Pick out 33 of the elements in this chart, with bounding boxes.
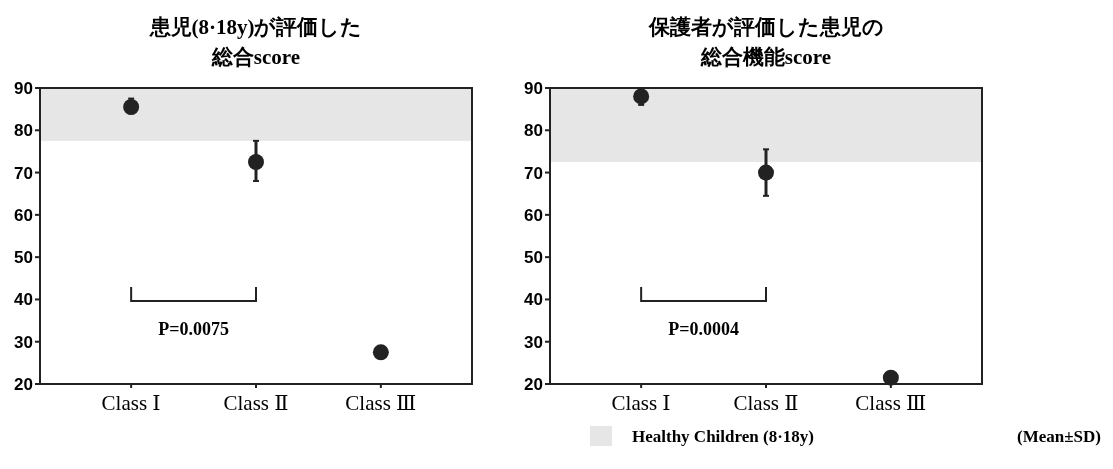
y-tick-label: 50	[524, 248, 543, 268]
x-tick-label: Class Ⅱ	[733, 391, 799, 415]
y-tick-label: 60	[14, 205, 33, 225]
y-tick-label: 90	[14, 78, 33, 98]
text: (Mean±SD)	[1017, 427, 1101, 446]
chart-title: 保護者が評価した患児の総合機能score	[647, 15, 884, 69]
y-tick-label: 70	[524, 163, 543, 183]
y-tick-label: 50	[14, 248, 33, 268]
point	[372, 344, 389, 361]
y-tick-label: 70	[14, 163, 33, 183]
annotation: P=0.0004	[668, 319, 739, 340]
y-tick-label: 30	[14, 332, 33, 352]
y-tick-label: 40	[524, 290, 543, 310]
x-tick-label: Class Ⅲ	[855, 391, 927, 415]
y-tick-label: 90	[524, 78, 543, 98]
annotation: P=0.0075	[158, 319, 229, 340]
y-tick-label: 80	[524, 121, 543, 141]
x-tick-label: Class Ⅰ	[611, 391, 671, 415]
point	[633, 88, 650, 105]
point	[758, 164, 774, 181]
x-tick-label: Class Ⅲ	[345, 391, 417, 415]
y-tick-label: 60	[524, 205, 543, 225]
y-tick-label: 20	[524, 374, 543, 394]
y-tick-label: 30	[524, 332, 543, 352]
x-tick-label: Class Ⅰ	[101, 391, 161, 415]
y-tick-label: 20	[14, 374, 33, 394]
point	[882, 369, 899, 386]
point	[248, 154, 264, 170]
legend-label: Healthy Children (8·18y)	[632, 427, 814, 446]
y-tick-label: 40	[14, 290, 33, 310]
x-tick-label: Class Ⅱ	[223, 391, 289, 415]
y-tick-label: 80	[14, 121, 33, 141]
chart-title: 患児(8·18y)が評価した総合score	[148, 15, 363, 69]
